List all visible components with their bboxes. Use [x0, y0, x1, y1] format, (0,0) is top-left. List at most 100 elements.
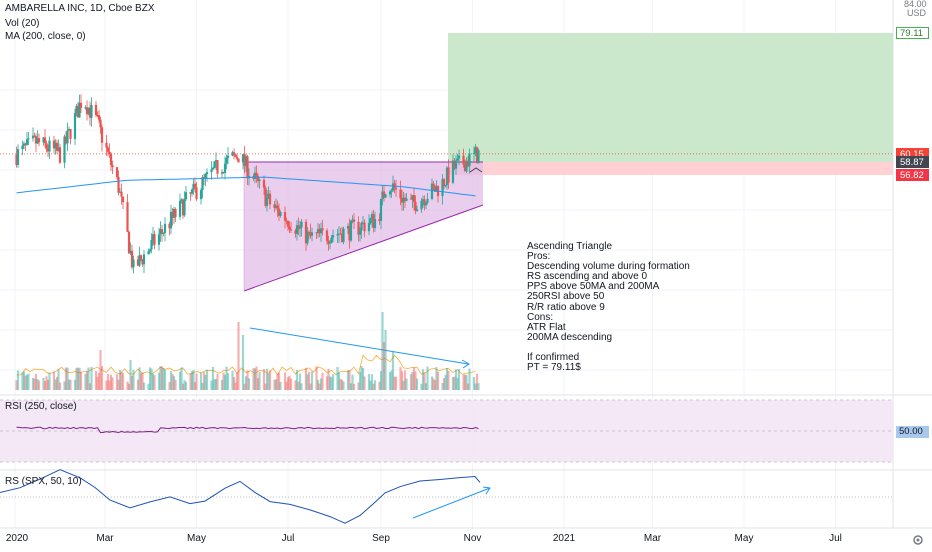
volume-bar — [382, 342, 386, 390]
rs-panel-title[interactable]: RS (SPX, 50, 10) — [5, 476, 82, 487]
candle — [160, 224, 164, 242]
candle — [243, 146, 246, 174]
volume-bar — [279, 381, 282, 390]
volume-bar — [180, 367, 183, 390]
candle — [435, 180, 438, 193]
rs-line[interactable] — [0, 469, 481, 524]
candle — [24, 142, 27, 151]
rsi-panel-title[interactable]: RSI (250, close) — [5, 401, 77, 412]
volume-bar — [252, 368, 255, 390]
volume-bar — [232, 377, 236, 390]
candle — [76, 101, 80, 118]
x-axis-label: Nov — [463, 533, 482, 544]
volume-bar — [138, 367, 141, 390]
gear-icon[interactable] — [911, 533, 925, 547]
candle — [336, 228, 339, 244]
candle — [430, 178, 434, 201]
candle — [36, 130, 39, 145]
volume-bar — [88, 383, 92, 390]
target-zone[interactable] — [448, 33, 893, 162]
candle — [199, 188, 203, 205]
candle — [220, 169, 224, 178]
volume-bar — [462, 374, 465, 390]
candle — [309, 223, 312, 239]
volume-bar — [142, 382, 146, 390]
indicator-volume-label[interactable]: Vol (20) — [5, 18, 40, 29]
ma200-line[interactable] — [16, 176, 476, 197]
candle — [69, 128, 72, 145]
volume-bar — [328, 376, 332, 390]
candle — [426, 192, 429, 205]
volume-bar — [210, 380, 213, 390]
volume-bar — [340, 379, 344, 390]
candle — [315, 231, 318, 240]
price-axis-currency[interactable]: USD — [907, 8, 927, 18]
volume-bar — [351, 374, 354, 390]
volume-bar — [78, 367, 81, 390]
volume-bar — [409, 374, 413, 390]
note-line: R/R ratio above 9 — [527, 301, 605, 313]
candle — [468, 148, 471, 174]
volume-bar — [421, 369, 425, 390]
volume-bar — [58, 382, 62, 390]
rsi-line[interactable] — [16, 426, 479, 434]
volume-bar — [399, 367, 402, 390]
volume-bar — [393, 376, 396, 390]
volume-trend-arrow[interactable] — [249, 327, 469, 365]
candle — [79, 94, 83, 113]
note-line: RS ascending and above 0 — [527, 271, 648, 283]
volume-bar — [348, 370, 351, 390]
candle — [75, 103, 78, 117]
indicator-ma-label[interactable]: MA (200, close, 0) — [5, 31, 86, 42]
candle — [189, 192, 192, 201]
volume-bar — [411, 371, 414, 390]
triangle-support-line[interactable] — [243, 204, 484, 292]
volume-bar — [57, 369, 60, 390]
candle — [447, 159, 450, 189]
volume-bar — [274, 379, 278, 390]
candle — [286, 220, 290, 232]
candle — [424, 201, 428, 209]
volume-bar — [237, 322, 240, 390]
candle — [346, 223, 350, 235]
candle — [111, 160, 114, 174]
candle — [256, 173, 260, 188]
candle — [225, 154, 228, 170]
candle — [193, 177, 197, 193]
volume-bar — [414, 371, 417, 390]
volume-bar — [412, 367, 416, 390]
candle — [130, 244, 134, 270]
candle — [411, 195, 414, 209]
volume-bar — [157, 372, 161, 390]
candle — [205, 168, 209, 182]
volume-ma-line — [16, 354, 476, 376]
symbol-title[interactable]: AMBARELLA INC, 1D, Cboe BZX — [5, 3, 155, 14]
candle — [405, 193, 408, 202]
volume-bar — [268, 370, 272, 390]
candle — [115, 166, 119, 180]
candle — [445, 166, 449, 190]
volume-bar — [331, 374, 335, 390]
candle — [306, 226, 309, 246]
volume-bar — [220, 379, 224, 390]
rs-trend-arrow[interactable] — [412, 487, 491, 519]
price-tag: 56.82 — [896, 169, 929, 182]
candle — [319, 222, 323, 242]
candle — [58, 143, 62, 165]
candle — [316, 223, 320, 238]
annotation-note[interactable]: Ascending Triangle Pros: Descending volume… — [527, 241, 690, 374]
candle — [52, 135, 56, 153]
volume-bar — [63, 381, 66, 390]
candle — [289, 221, 293, 233]
volume-bar — [400, 371, 404, 390]
note-line: PT = 79.11$ — [527, 362, 581, 374]
volume-bar — [256, 378, 260, 390]
volume-bar — [48, 372, 51, 390]
candle — [15, 146, 18, 168]
volume-bar — [193, 382, 197, 390]
candle — [235, 153, 239, 161]
candle — [73, 108, 77, 145]
candle — [183, 191, 186, 217]
stop-zone[interactable] — [448, 162, 893, 176]
